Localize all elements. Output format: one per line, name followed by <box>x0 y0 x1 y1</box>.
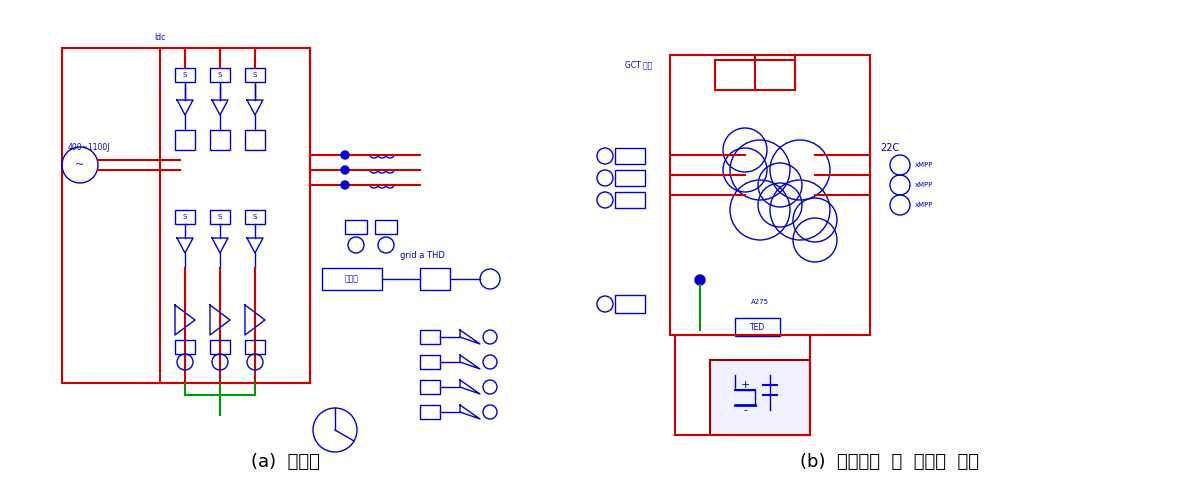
Text: S: S <box>183 214 187 220</box>
Bar <box>710 360 809 435</box>
Circle shape <box>695 275 705 285</box>
Text: xMPP: xMPP <box>915 162 933 168</box>
Bar <box>210 68 231 82</box>
Text: ~: ~ <box>76 160 84 170</box>
Text: -: - <box>743 405 747 415</box>
Bar <box>210 130 231 150</box>
Bar <box>715 60 795 90</box>
Bar <box>420 380 440 394</box>
Bar <box>175 210 195 224</box>
Text: S: S <box>217 72 222 78</box>
Bar <box>345 220 368 234</box>
Text: grid a THD: grid a THD <box>400 250 444 259</box>
Bar <box>615 295 645 313</box>
Bar <box>420 355 440 369</box>
Bar <box>245 130 265 150</box>
Text: xMPP: xMPP <box>915 182 933 188</box>
Bar <box>245 68 265 82</box>
Circle shape <box>341 151 349 159</box>
Text: A275: A275 <box>751 299 769 305</box>
Bar <box>210 210 231 224</box>
Circle shape <box>341 181 349 189</box>
Text: Idc: Idc <box>155 34 166 43</box>
Text: S: S <box>217 214 222 220</box>
Bar <box>420 405 440 419</box>
Text: (a)  계통도: (a) 계통도 <box>251 453 319 471</box>
Bar <box>210 340 231 354</box>
Bar <box>175 68 195 82</box>
Text: TED: TED <box>751 323 765 332</box>
Bar <box>420 268 450 290</box>
Text: GCT 제어: GCT 제어 <box>625 60 652 69</box>
Bar <box>62 48 310 383</box>
Text: S: S <box>253 72 257 78</box>
Bar <box>615 148 645 164</box>
Circle shape <box>341 166 349 174</box>
Text: 제어부: 제어부 <box>345 275 359 284</box>
Bar <box>420 330 440 344</box>
Bar <box>175 340 195 354</box>
Text: 400~1100J: 400~1100J <box>68 144 110 152</box>
Text: (b)  부하결선  및  변압기  결선: (b) 부하결선 및 변압기 결선 <box>801 453 980 471</box>
Bar <box>735 318 779 336</box>
Bar <box>245 340 265 354</box>
Text: S: S <box>183 72 187 78</box>
Bar <box>175 130 195 150</box>
Text: 22C: 22C <box>880 143 900 153</box>
Bar <box>245 210 265 224</box>
Text: S: S <box>253 214 257 220</box>
Text: xMPP: xMPP <box>915 202 933 208</box>
Bar <box>322 268 382 290</box>
Bar <box>615 192 645 208</box>
Bar <box>375 220 398 234</box>
Text: +: + <box>740 380 749 390</box>
Bar <box>670 55 870 335</box>
Bar <box>615 170 645 186</box>
